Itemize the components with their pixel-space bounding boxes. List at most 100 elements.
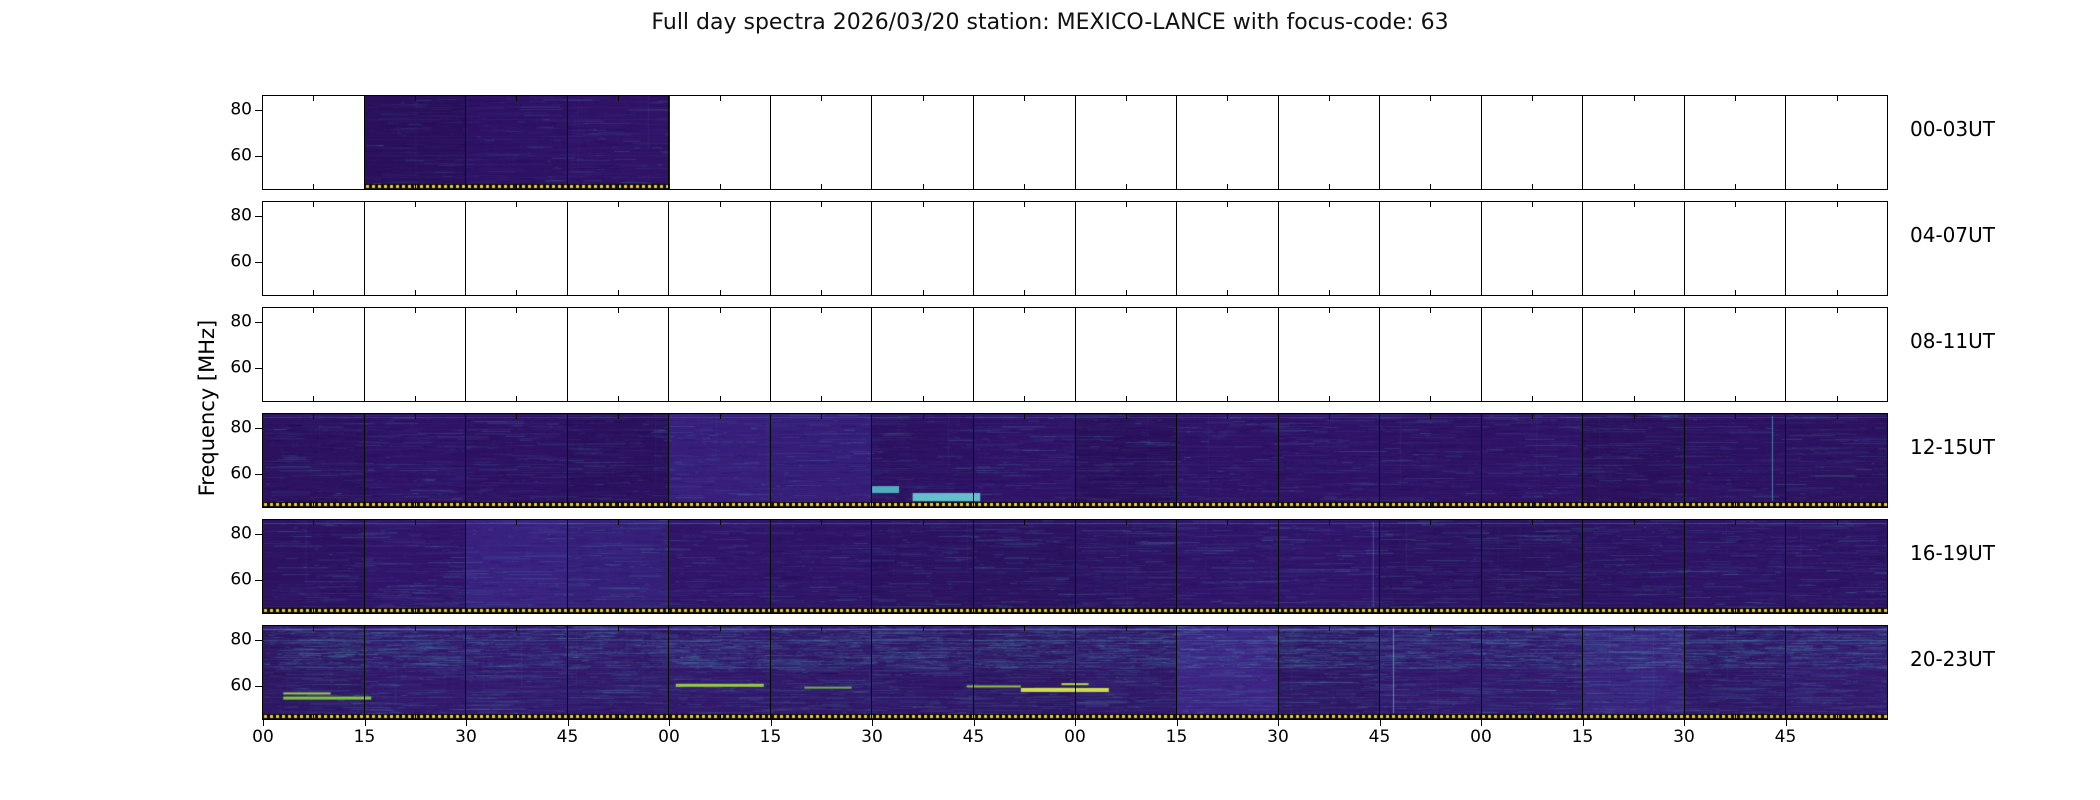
- segment-panel: [1074, 308, 1177, 401]
- segment-panel: [1176, 96, 1278, 189]
- x-tick-mark: [872, 720, 873, 726]
- segment-panel: [1683, 626, 1786, 719]
- segment-panel: [1074, 202, 1177, 295]
- segment-panel: [1480, 520, 1583, 613]
- segment-panel: [363, 520, 466, 613]
- segment-panel: [1785, 414, 1887, 507]
- segment-panel: [1582, 520, 1684, 613]
- x-tick-mark: [466, 720, 467, 726]
- row-label: 16-19UT: [1910, 541, 1995, 565]
- segment-panel: [363, 626, 466, 719]
- segment-panel: [1480, 626, 1583, 719]
- y-tick-mark: [255, 322, 262, 323]
- x-tick-mark: [1684, 720, 1685, 726]
- segment-panel: [871, 96, 973, 189]
- spectra-row-12-15UT: [262, 413, 1888, 508]
- segment-panel: [566, 308, 669, 401]
- y-tick-label: 60: [230, 675, 252, 696]
- spectra-row-16-19UT: [262, 519, 1888, 614]
- spectrogram-canvas-00-03UT: [364, 96, 670, 189]
- y-tick-label: 80: [230, 311, 252, 332]
- x-tick-label: 00: [1470, 727, 1492, 747]
- y-tick-mark: [255, 534, 262, 535]
- x-tick-label: 15: [1165, 727, 1188, 747]
- segment-panel: [668, 308, 770, 401]
- segment-panel: [465, 96, 567, 189]
- y-tick-mark: [255, 428, 262, 429]
- x-tick-label: 30: [455, 727, 477, 747]
- segment-panel: [1176, 414, 1278, 507]
- x-tick-label: 00: [252, 727, 274, 747]
- segment-panel: [769, 308, 872, 401]
- segment-panel: [1683, 520, 1786, 613]
- segment-panel: [263, 626, 364, 719]
- y-tick-mark: [255, 216, 262, 217]
- segment-panel: [1277, 520, 1380, 613]
- segment-panel: [263, 96, 364, 189]
- row-label: 00-03UT: [1910, 117, 1995, 141]
- segment-panel: [1176, 520, 1278, 613]
- x-tick-label: 45: [962, 727, 985, 747]
- segment-panel: [1074, 626, 1177, 719]
- segment-panel: [871, 202, 973, 295]
- x-tick-mark: [1075, 720, 1076, 726]
- x-tick-label: 30: [1673, 727, 1695, 747]
- segment-panel: [566, 96, 669, 189]
- spectra-row-04-07UT: [262, 201, 1888, 296]
- x-tick-mark: [1481, 720, 1482, 726]
- segment-panel: [668, 520, 770, 613]
- segment-panel: [1074, 96, 1177, 189]
- segment-panel: [1683, 308, 1786, 401]
- figure-title: Full day spectra 2026/03/20 station: MEX…: [651, 10, 1449, 35]
- x-tick-mark: [1582, 720, 1584, 726]
- spectra-row-00-03UT: [262, 95, 1888, 190]
- segment-panel: [1277, 626, 1380, 719]
- segment-panel: [769, 520, 872, 613]
- segment-panel: [972, 96, 1075, 189]
- segment-panel: [972, 520, 1075, 613]
- segment-panel: [1074, 520, 1177, 613]
- segment-panel: [1683, 202, 1786, 295]
- panel-grid: [263, 96, 1887, 189]
- x-tick-label: 45: [1774, 727, 1797, 747]
- segment-panel: [263, 414, 364, 507]
- y-tick-label: 80: [230, 629, 252, 650]
- segment-panel: [363, 308, 466, 401]
- segment-panel: [263, 308, 364, 401]
- segment-panel: [1785, 202, 1887, 295]
- x-tick-label: 45: [1368, 727, 1391, 747]
- x-tick-label: 15: [1571, 727, 1594, 747]
- segment-panel: [1683, 96, 1786, 189]
- x-tick-mark: [263, 720, 264, 726]
- segment-panel: [1480, 96, 1583, 189]
- segment-panel: [668, 202, 770, 295]
- segment-panel: [1074, 414, 1177, 507]
- segment-panel: [363, 414, 466, 507]
- row-label: 12-15UT: [1910, 435, 1995, 459]
- segment-panel: [972, 626, 1075, 719]
- row-label: 04-07UT: [1910, 223, 1995, 247]
- row-label: 20-23UT: [1910, 647, 1995, 671]
- segment-panel: [769, 626, 872, 719]
- segment-panel: [566, 414, 669, 507]
- segment-panel: [1277, 414, 1380, 507]
- segment-panel: [668, 626, 770, 719]
- panel-grid: [263, 414, 1887, 507]
- panel-grid: [263, 520, 1887, 613]
- x-tick-label: 30: [861, 727, 883, 747]
- segment-panel: [769, 202, 872, 295]
- y-tick-mark: [255, 368, 262, 369]
- y-tick-label: 60: [230, 145, 252, 166]
- row-label: 08-11UT: [1910, 329, 1995, 353]
- segment-panel: [871, 414, 973, 507]
- segment-panel: [769, 96, 872, 189]
- segment-panel: [465, 414, 567, 507]
- y-tick-label: 80: [230, 417, 252, 438]
- y-tick-mark: [255, 474, 262, 475]
- segment-panel: [465, 520, 567, 613]
- segment-panel: [1277, 308, 1380, 401]
- x-tick-mark: [1785, 720, 1787, 726]
- x-tick-mark: [567, 720, 569, 726]
- y-tick-mark: [255, 156, 262, 157]
